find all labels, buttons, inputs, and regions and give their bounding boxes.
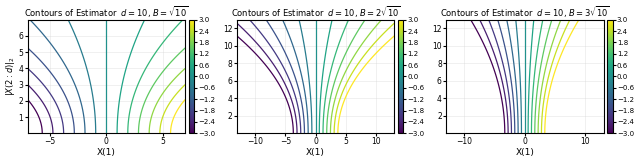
X-axis label: X(1): X(1) <box>515 148 534 157</box>
Y-axis label: $|X(2:d)|_2$: $|X(2:d)|_2$ <box>4 57 17 96</box>
X-axis label: X(1): X(1) <box>97 148 116 157</box>
Title: Contours of Estimator  $d = 10$, $B = \sqrt{10}$: Contours of Estimator $d = 10$, $B = \sq… <box>24 4 189 20</box>
Title: Contours of Estimator  $d = 10$, $B = 3\sqrt{10}$: Contours of Estimator $d = 10$, $B = 3\s… <box>440 4 610 20</box>
X-axis label: X(1): X(1) <box>306 148 325 157</box>
Title: Contours of Estimator  $d = 10$, $B = 2\sqrt{10}$: Contours of Estimator $d = 10$, $B = 2\s… <box>230 4 401 20</box>
